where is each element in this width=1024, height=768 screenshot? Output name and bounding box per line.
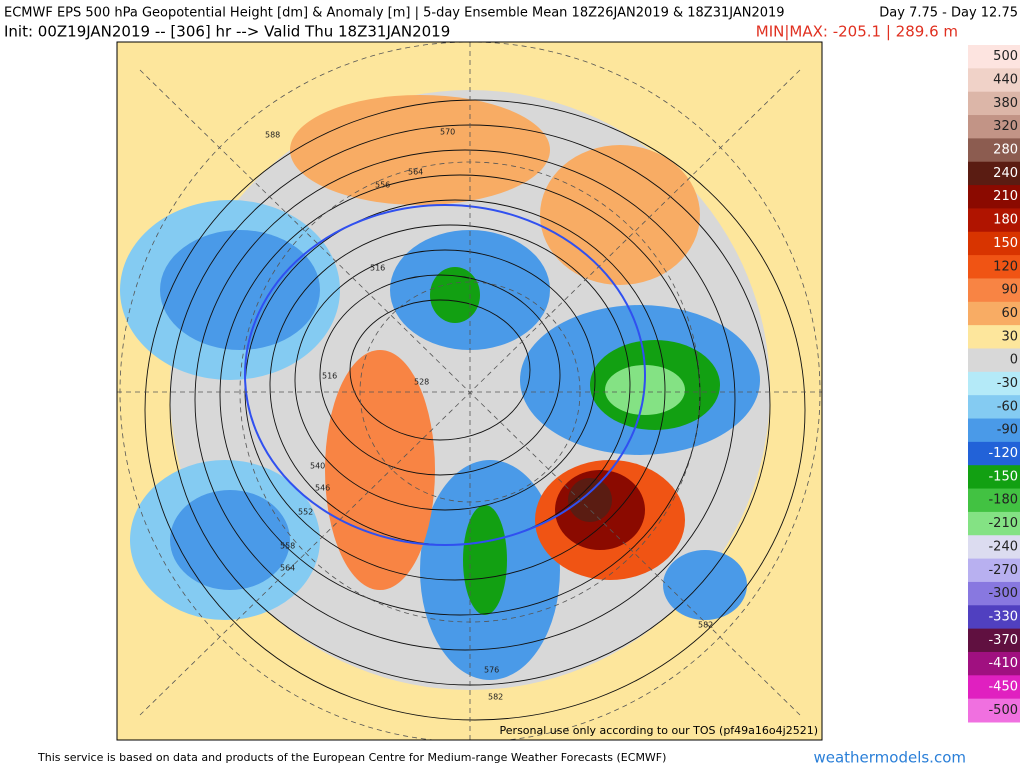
colorbar-label: 280 — [993, 143, 1018, 158]
colorbar-cell — [968, 371, 1020, 396]
colorbar-label: -370 — [988, 633, 1018, 648]
colorbar-cell — [968, 138, 1020, 163]
colorbar-label: -410 — [988, 656, 1018, 671]
credit: This service is based on data and produc… — [37, 751, 666, 764]
contour-label: 528 — [414, 378, 429, 387]
colorbar-cell — [968, 418, 1020, 443]
colorbar-label: -30 — [997, 376, 1018, 391]
colorbar-cell — [968, 651, 1020, 676]
colorbar-label: -500 — [988, 703, 1018, 718]
colorbar-cell — [968, 45, 1020, 69]
contour-label: 582 — [488, 693, 503, 702]
contour-label: 558 — [280, 542, 295, 551]
colorbar-cell — [968, 488, 1020, 513]
contour-label: 516 — [322, 372, 337, 381]
colorbar-label: -270 — [988, 563, 1018, 578]
colorbar-cell — [968, 278, 1020, 303]
colorbar-cell — [968, 581, 1020, 606]
colorbar-cell — [968, 511, 1020, 536]
colorbar-label: 500 — [993, 49, 1018, 64]
colorbar-label: -90 — [997, 423, 1018, 438]
contour-label: 564 — [280, 564, 295, 573]
colorbar-label: -240 — [988, 539, 1018, 554]
colorbar-label: -150 — [988, 469, 1018, 484]
colorbar-cell — [968, 161, 1020, 186]
colorbar-label: -120 — [988, 446, 1018, 461]
colorbar-cell — [968, 395, 1020, 420]
colorbar-cell — [968, 325, 1020, 349]
colorbar-label: 90 — [1001, 283, 1018, 298]
colorbar-label: -60 — [997, 399, 1018, 414]
colorbar-cell — [968, 441, 1020, 466]
colorbar-label: -210 — [988, 516, 1018, 531]
colorbar-label: 150 — [993, 236, 1018, 251]
contour-label: 570 — [440, 128, 455, 137]
colorbar-label: 30 — [1001, 329, 1018, 344]
colorbar-cell — [968, 558, 1020, 583]
day-range: Day 7.75 - Day 12.75 — [879, 6, 1018, 21]
colorbar-label: 210 — [993, 189, 1018, 204]
colorbar-cell — [968, 605, 1020, 630]
colorbar-label: 240 — [993, 166, 1018, 181]
min-max: MIN|MAX: -205.1 | 289.6 m — [756, 23, 958, 41]
colorbar-label: -330 — [988, 609, 1018, 624]
contour-label: 552 — [298, 508, 313, 517]
colorbar-label: -180 — [988, 493, 1018, 508]
colorbar-label: 380 — [993, 96, 1018, 111]
colorbar-cell — [968, 255, 1020, 279]
colorbar-cell — [968, 465, 1020, 490]
contour-label: 540 — [310, 462, 325, 471]
watermark: Personal use only according to our TOS (… — [500, 724, 818, 737]
colorbar-label: 60 — [1001, 306, 1018, 321]
colorbar-cell — [968, 628, 1020, 653]
colorbar-cell — [968, 698, 1020, 723]
colorbar: 500 440 380 320 280 240 210 180 150 120 90 60 30 0 -30… — [968, 45, 1020, 723]
init-time: Init: 00Z19JAN2019 -- [306] hr --> Valid… — [4, 23, 450, 41]
colorbar-cell — [968, 535, 1020, 560]
colorbar-label: 180 — [993, 213, 1018, 228]
site-link[interactable]: weathermodels.com — [813, 749, 966, 767]
colorbar-cell — [968, 348, 1020, 373]
colorbar-cell — [968, 91, 1020, 116]
colorbar-cell — [968, 185, 1020, 209]
contour-label: 576 — [484, 666, 499, 675]
colorbar-cell — [968, 675, 1020, 700]
colorbar-cell — [968, 231, 1020, 256]
map: 588 570 564 556 516 528 516 540 546 552 … — [117, 42, 822, 740]
colorbar-label: 120 — [993, 259, 1018, 274]
contour-label: 516 — [370, 264, 385, 273]
colorbar-cell — [968, 115, 1020, 139]
contour-label: 588 — [265, 131, 280, 140]
contour-label: 564 — [408, 168, 423, 177]
colorbar-label: -300 — [988, 586, 1018, 601]
colorbar-label: 320 — [993, 119, 1018, 134]
contour-label: 582 — [698, 621, 713, 630]
colorbar-label: 0 — [1010, 353, 1018, 368]
contour-label: 556 — [375, 181, 390, 190]
map-frame — [116, 41, 823, 741]
colorbar-cell — [968, 208, 1020, 233]
colorbar-cell — [968, 68, 1020, 93]
contour-label: 546 — [315, 484, 330, 493]
colorbar-label: 440 — [993, 73, 1018, 88]
colorbar-cell — [968, 301, 1020, 326]
title: ECMWF EPS 500 hPa Geopotential Height [d… — [4, 6, 785, 21]
colorbar-label: -450 — [988, 679, 1018, 694]
